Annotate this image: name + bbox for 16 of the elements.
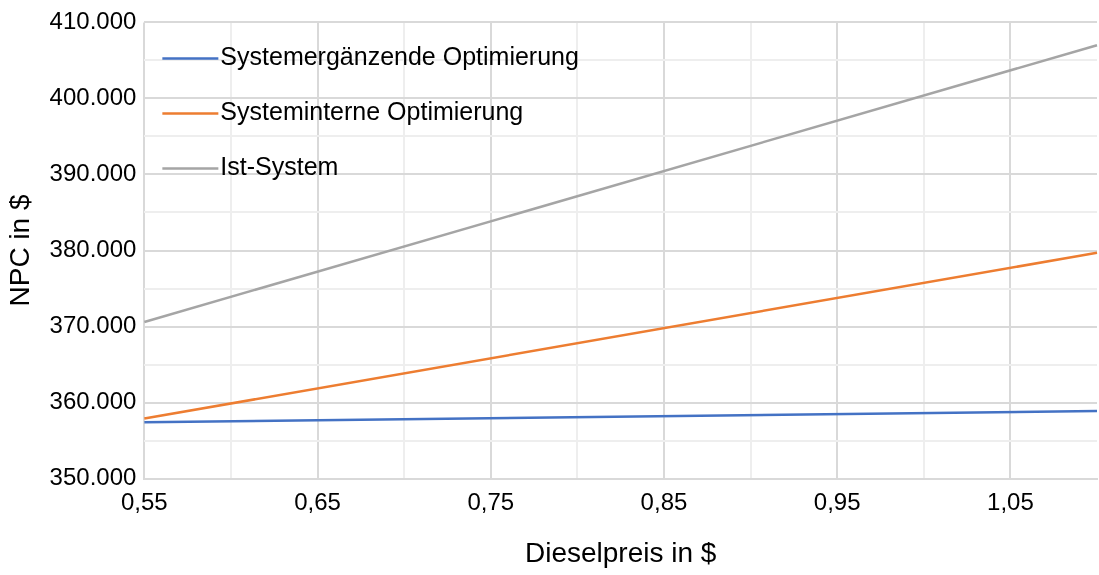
x-tick-label: 1,05 — [987, 487, 1034, 515]
y-tick-label: 390.000 — [49, 159, 137, 187]
y-tick-label: 380.000 — [49, 235, 137, 263]
y-tick-label: 410.000 — [49, 7, 137, 35]
y-tick-label: 360.000 — [49, 387, 137, 415]
x-tick-label: 0,95 — [813, 487, 861, 515]
x-tick-label: 0,65 — [294, 487, 341, 515]
y-axis-title: NPC in $ — [3, 194, 35, 307]
legend-label: Systeminterne Optimierung — [220, 97, 524, 126]
x-axis-title: Dieselpreis in $ — [524, 536, 717, 568]
y-tick-label: 400.000 — [49, 83, 137, 111]
x-tick-label: 0,75 — [467, 487, 515, 515]
x-tick-label: 0,85 — [640, 487, 688, 515]
y-tick-label: 370.000 — [49, 311, 137, 339]
legend-label: Systemergänzende Optimierung — [220, 42, 579, 71]
legend-label: Ist-System — [220, 152, 339, 181]
